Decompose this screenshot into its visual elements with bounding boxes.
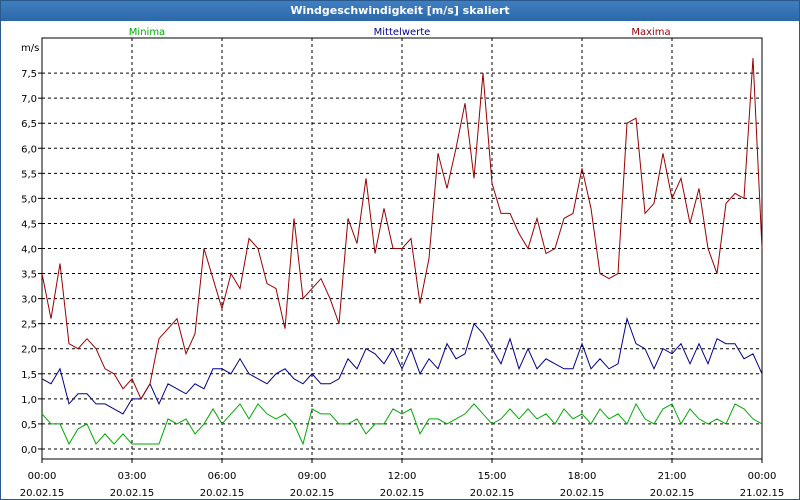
x-tick-time: 09:00 — [298, 471, 327, 482]
window-title: Windgeschwindigkeit [m/s] skaliert — [1, 1, 799, 21]
x-tick-date: 20.02.15 — [650, 488, 695, 499]
y-axis-ticks: 0,0 0,5 1,0 1,5 2,0 2,5 3,0 3,5 4,0 4,5 5,0 5,5 6,0 6… — [21, 69, 42, 456]
x-tick-date: 20.02.15 — [560, 488, 605, 499]
grid — [42, 38, 762, 459]
y-tick-label: 2,0 — [21, 345, 37, 356]
y-tick-label: 1,0 — [21, 395, 37, 406]
y-tick-label: 5,0 — [21, 194, 37, 205]
x-axis-ticks: 00:00 20.02.15 03:00 20.02.15 06:00 20.02.15 0… — [20, 459, 785, 499]
series-lines — [41, 57, 763, 446]
legend-maxima: Maxima — [631, 27, 670, 38]
legend-minima: Minima — [129, 27, 165, 38]
series-line-maxima — [41, 57, 763, 400]
y-tick-label: 3,0 — [21, 295, 37, 306]
x-tick-date: 20.02.15 — [200, 488, 245, 499]
legend: Minima Mittelwerte Maxima — [129, 27, 671, 38]
x-tick-time: 00:00 — [748, 471, 777, 482]
y-tick-label: 0,0 — [21, 445, 37, 456]
series-line-mittelwerte — [41, 316, 763, 415]
x-tick-date: 20.02.15 — [20, 488, 65, 499]
x-tick-time: 18:00 — [568, 471, 597, 482]
y-tick-label: 2,5 — [21, 320, 37, 331]
y-tick-label: 7,5 — [21, 69, 37, 80]
x-tick-date: 21.02.15 — [740, 488, 785, 499]
y-tick-label: 3,5 — [21, 270, 37, 281]
x-tick-time: 21:00 — [658, 471, 687, 482]
x-tick-time: 06:00 — [208, 471, 237, 482]
x-tick-date: 20.02.15 — [380, 488, 425, 499]
legend-mittelwerte: Mittelwerte — [374, 27, 431, 38]
y-tick-label: 6,0 — [21, 144, 37, 155]
x-tick-time: 15:00 — [478, 471, 507, 482]
y-tick-label: 7,0 — [21, 94, 37, 105]
y-tick-label: 5,5 — [21, 169, 37, 180]
y-tick-label: 4,5 — [21, 219, 37, 230]
x-tick-date: 20.02.15 — [110, 488, 155, 499]
y-axis-label: m/s — [21, 43, 39, 54]
y-tick-label: 4,0 — [21, 245, 37, 256]
x-tick-time: 12:00 — [388, 471, 417, 482]
y-tick-label: 0,5 — [21, 420, 37, 431]
x-tick-date: 20.02.15 — [470, 488, 515, 499]
x-tick-time: 03:00 — [118, 471, 147, 482]
y-tick-label: 1,5 — [21, 370, 37, 381]
x-tick-time: 00:00 — [28, 471, 57, 482]
series-line-minima — [41, 402, 763, 446]
y-tick-label: 6,5 — [21, 119, 37, 130]
x-tick-date: 20.02.15 — [290, 488, 335, 499]
